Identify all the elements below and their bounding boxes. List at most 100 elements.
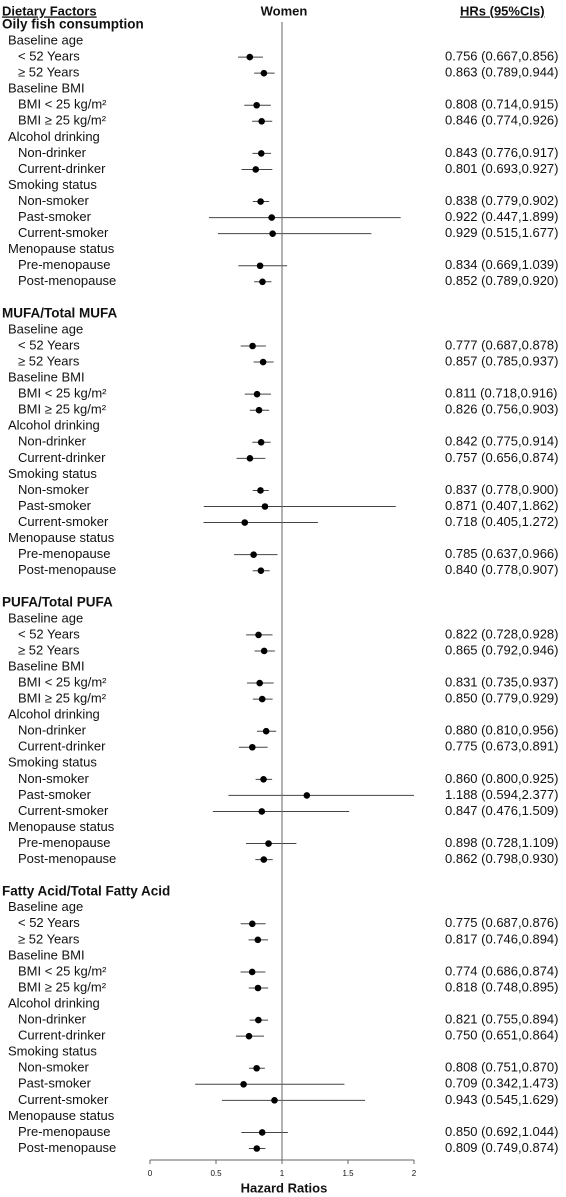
value-label: 0.750 (0.651,0.864) [445,1028,558,1043]
row-label: Pre-menopause [18,546,111,561]
subgroup-title: Alcohol drinking [8,129,100,144]
value-label: 0.865 (0.792,0.946) [445,642,558,657]
value-label: 0.808 (0.751,0.870) [445,1060,558,1075]
value-label: 0.818 (0.748,0.895) [445,979,558,994]
hr-point [259,278,266,286]
value-label: 0.862 (0.798,0.930) [445,851,558,866]
row-label: Post-menopause [18,851,116,866]
value-label: 0.846 (0.774,0.926) [445,113,558,128]
row-label: Pre-menopause [18,835,111,850]
subgroup-title: Baseline BMI [8,947,85,962]
hr-point [256,262,264,270]
hr-point [241,519,249,526]
value-label: 0.834 (0.669,1.039) [445,257,558,272]
row-label: ≥ 52 Years [18,65,80,80]
value-label: 0.922 (0.447,1.899) [445,209,558,224]
row-label: BMI < 25 kg/m² [18,386,107,401]
hr-point [256,679,263,687]
row-label: BMI ≥ 25 kg/m² [18,979,107,994]
subgroup-title: Smoking status [8,466,97,481]
x-tick-label: 1.5 [342,1169,354,1178]
row-label: Past-smoker [18,209,92,224]
hr-point [245,1032,253,1040]
value-label: 0.929 (0.515,1.677) [445,225,558,240]
value-label: 0.809 (0.749,0.874) [445,1140,558,1155]
subgroup-title: Smoking status [8,755,97,770]
hr-point [257,150,265,157]
subgroup-title: Baseline BMI [8,370,85,385]
hr-point [258,695,266,703]
value-label: 0.709 (0.342,1.473) [445,1076,558,1091]
value-label: 0.775 (0.673,0.891) [445,739,558,754]
hr-point [257,567,265,574]
value-label: 0.898 (0.728,1.109) [445,835,558,850]
value-label: 0.842 (0.775,0.914) [445,434,558,449]
hr-point [259,358,267,366]
hr-point [240,1081,247,1088]
hr-point [255,406,263,414]
hr-point [249,743,256,751]
subgroup-title: Smoking status [8,177,97,192]
hr-point [248,968,256,976]
group-title: PUFA/Total PUFA [2,594,113,609]
value-label: 1.188 (0.594,2.377) [445,787,558,802]
value-label: 0.863 (0.789,0.944) [445,65,558,80]
hr-point [254,936,262,944]
row-label: ≥ 52 Years [18,931,80,946]
value-label: 0.808 (0.714,0.915) [445,97,558,112]
row-label: Non-smoker [18,482,89,497]
row-label: < 52 Years [18,915,80,930]
value-label: 0.817 (0.746,0.894) [445,931,558,946]
value-label: 0.756 (0.667,0.856) [445,49,558,64]
row-label: Non-smoker [18,771,89,786]
row-label: BMI < 25 kg/m² [18,97,107,112]
value-label: 0.860 (0.800,0.925) [445,771,558,786]
subgroup-title: Baseline age [8,899,83,914]
row-label: BMI < 25 kg/m² [18,674,107,689]
hr-point [261,503,269,510]
subgroup-title: Menopause status [8,819,115,834]
subgroup-title: Baseline BMI [8,81,85,96]
hr-point [257,198,264,205]
hr-point [271,1097,278,1104]
x-tick-label: 0 [148,1169,153,1178]
hr-point [246,53,254,61]
value-label: 0.718 (0.405,1.272) [445,514,558,529]
row-label: Pre-menopause [18,1124,111,1139]
hr-point [268,214,276,221]
hr-point [265,840,272,847]
group-title: MUFA/Total MUFA [2,305,117,320]
row-label: BMI ≥ 25 kg/m² [18,691,107,706]
row-label: ≥ 52 Years [18,642,80,657]
row-label: Non-drinker [18,434,87,449]
subgroup-title: Baseline age [8,610,83,625]
hr-point [255,1016,262,1024]
hr-point [255,631,262,639]
hr-point [249,920,256,928]
row-label: Post-menopause [18,1140,116,1155]
value-label: 0.838 (0.779,0.902) [445,193,558,208]
row-label: Past-smoker [18,1076,92,1091]
value-label: 0.757 (0.656,0.874) [445,450,558,465]
subgroup-title: Smoking status [8,1044,97,1059]
row-header: Dietary Factors [2,3,97,18]
row-label: < 52 Years [18,626,80,641]
row-label: Non-drinker [18,1012,87,1027]
value-label: 0.880 (0.810,0.956) [445,723,558,738]
value-label: 0.811 (0.718,0.916) [445,386,558,401]
value-header: HRs (95%CIs) [460,3,545,18]
row-label: Current-drinker [18,450,106,465]
x-tick-label: 1 [280,1169,285,1178]
hr-point [250,551,257,558]
hr-point [258,118,265,125]
value-label: 0.831 (0.735,0.937) [445,674,558,689]
subgroup-title: Menopause status [8,530,115,545]
hr-point [260,69,268,77]
group-title: Fatty Acid/Total Fatty Acid [2,883,170,898]
hr-point [253,390,261,398]
value-label: 0.852 (0.789,0.920) [445,273,558,288]
value-label: 0.785 (0.637,0.966) [445,546,558,561]
value-label: 0.777 (0.687,0.878) [445,337,558,352]
row-label: Current-drinker [18,161,106,176]
row-label: Non-drinker [18,145,87,160]
